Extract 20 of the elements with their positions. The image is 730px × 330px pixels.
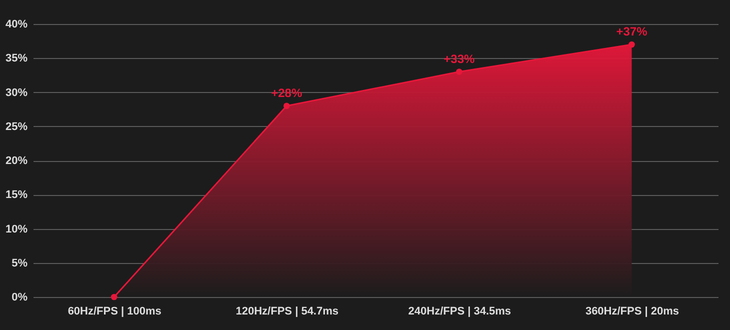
y-tick-label: 35%: [5, 52, 28, 65]
x-tick-label: 240Hz/FPS | 34.5ms: [408, 306, 512, 318]
y-tick-label: 30%: [5, 86, 28, 99]
y-tick-label: 20%: [5, 155, 28, 167]
y-tick-label: 25%: [5, 120, 28, 133]
y-tick-label: 10%: [5, 223, 28, 236]
y-tick-label: 40%: [5, 18, 28, 30]
point: [628, 41, 635, 48]
point: [456, 68, 462, 75]
data-label: +37%: [616, 24, 648, 38]
x-tick-label: 360Hz/FPS | 20ms: [585, 306, 680, 318]
data-label: +28%: [271, 86, 302, 100]
y-tick-label: 15%: [5, 189, 28, 202]
y-tick-label: 0%: [12, 292, 28, 304]
point: [110, 294, 118, 300]
x-tick-label: 120Hz/FPS | 54.7ms: [236, 306, 339, 318]
y-tick-label: 5%: [12, 257, 28, 270]
x-tick-label: 60Hz/FPS | 100ms: [68, 306, 162, 318]
data-label: +33%: [444, 52, 476, 66]
point: [283, 102, 290, 110]
